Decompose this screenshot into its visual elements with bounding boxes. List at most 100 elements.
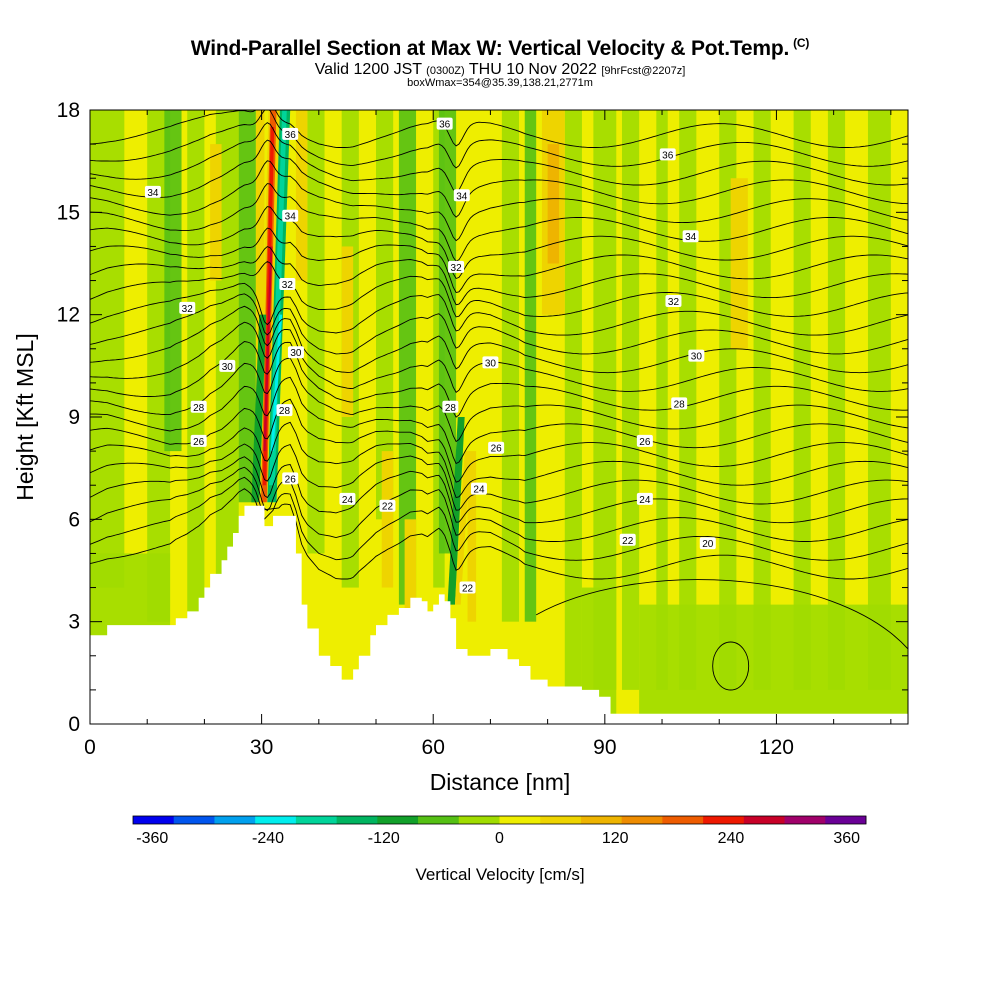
colorbar-swatch xyxy=(377,816,419,824)
colorbar-swatch xyxy=(173,816,215,824)
chart-subtitle: Valid 1200 JST (0300Z) THU 10 Nov 2022 [… xyxy=(0,61,1000,79)
isentrope-line xyxy=(90,456,908,524)
x-tick-label: 90 xyxy=(593,736,616,759)
isentrope-label-text: 22 xyxy=(382,502,394,513)
isentrope-label-text: 28 xyxy=(674,399,686,410)
isentrope-label-bg xyxy=(282,127,299,140)
isentrope-label: 32 xyxy=(665,295,682,308)
isentrope-label: 34 xyxy=(682,230,699,243)
isentrope-label-text: 20 xyxy=(702,539,714,550)
velocity-band xyxy=(730,178,748,349)
velocity-band xyxy=(656,110,668,690)
isentrope-line xyxy=(90,206,908,280)
isentrope-label-bg xyxy=(190,434,207,447)
velocity-band xyxy=(467,451,477,622)
x-tick-label: 60 xyxy=(422,736,445,759)
isentrope-label-text: 34 xyxy=(147,188,159,199)
velocity-band xyxy=(524,110,537,622)
isentrope-line xyxy=(90,466,908,542)
velocity-band xyxy=(679,110,697,690)
contour-labels: 34 32 30 28 26 36 34 32 30 28 26 24 22 36 34 32 30 28 26 24… xyxy=(144,117,716,595)
isentrope-label-text: 26 xyxy=(639,437,651,448)
isentrope-label-bg xyxy=(287,346,304,359)
isentrope-label-text: 34 xyxy=(685,232,697,243)
isentrope-line xyxy=(90,421,908,499)
isentrope-label: 32 xyxy=(279,277,296,291)
isentrope-label: 28 xyxy=(671,397,688,410)
colorbar-tick-label: 0 xyxy=(495,830,504,847)
isentrope-label-bg xyxy=(636,434,653,447)
isentrope-label-bg xyxy=(688,349,705,362)
isentrope-label-bg xyxy=(179,301,196,314)
isentrope-line xyxy=(90,341,908,418)
isentrope-label-text: 28 xyxy=(279,406,291,417)
velocity-band xyxy=(404,519,417,622)
velocity-band xyxy=(593,110,617,690)
copyright-mark: (C) xyxy=(793,36,810,50)
box-info: boxWmax=354@35.39,138.21,2771m xyxy=(407,77,593,89)
velocity-band xyxy=(187,110,205,622)
isentrope-label: 22 xyxy=(459,581,476,595)
x-tick-label: 0 xyxy=(84,736,96,759)
isentrope-label-bg xyxy=(442,400,459,413)
isentrope-label-bg xyxy=(682,230,699,243)
x-tick-label: 120 xyxy=(759,736,794,759)
colorbar-tick-label: -360 xyxy=(136,830,168,847)
isentrope-line xyxy=(535,579,908,650)
updraft-core xyxy=(454,451,471,605)
isentrope-label-text: 36 xyxy=(285,130,297,141)
isentrope-label: 26 xyxy=(636,434,653,448)
isentrope-label-bg xyxy=(459,581,476,594)
isentrope-label: 22 xyxy=(619,533,636,547)
isentrope-label: 36 xyxy=(282,127,299,141)
colorbar-swatch xyxy=(580,816,623,824)
velocity-band xyxy=(295,110,308,281)
y-tick-label: 3 xyxy=(68,611,80,634)
velocity-band xyxy=(341,246,354,417)
isentrope-line xyxy=(90,476,908,561)
isentrope-label-bg xyxy=(282,209,299,222)
colorbar-swatch xyxy=(499,816,541,824)
isentrope-label-text: 30 xyxy=(485,358,497,369)
isentrope-label-text: 26 xyxy=(285,474,297,485)
isentrope-label-bg xyxy=(279,277,296,290)
isentrope-label-bg xyxy=(339,492,356,505)
colorbar-swatch xyxy=(703,816,745,824)
isentrope-label: 26 xyxy=(488,441,505,455)
isentrope-label: 34 xyxy=(282,209,299,223)
isentrope-label-bg xyxy=(671,397,688,410)
isentrope-label-text: 32 xyxy=(282,280,294,291)
updraft-core xyxy=(263,246,273,452)
y-tick-label: 6 xyxy=(68,508,80,531)
chart-title: Wind-Parallel Section at Max W: Vertical… xyxy=(190,36,810,60)
isentrope-label-bg xyxy=(276,404,293,417)
isentrope-label-bg xyxy=(436,117,453,130)
isentrope-line xyxy=(90,110,908,169)
isentrope-line xyxy=(90,398,908,483)
isentrope-label-text: 36 xyxy=(662,150,674,161)
velocity-band xyxy=(164,110,182,452)
colorbar-swatch xyxy=(784,816,826,824)
isentrope-label-text: 28 xyxy=(193,403,205,414)
isentrope-label-bg xyxy=(699,537,716,550)
isentrope-label: 28 xyxy=(190,400,207,414)
isentrope-label-bg xyxy=(219,359,236,372)
colorbar-tick-label: -240 xyxy=(252,830,284,847)
colorbar-tick-label: 120 xyxy=(602,830,629,847)
x-tick-label: 30 xyxy=(250,736,273,759)
isentrope-label: 26 xyxy=(282,472,299,485)
velocity-band xyxy=(564,110,582,690)
downdraft-core xyxy=(269,110,287,486)
isentrope-label-text: 24 xyxy=(473,485,485,496)
y-tick-label: 0 xyxy=(68,713,80,736)
isentrope-label-text: 36 xyxy=(439,120,451,131)
isentrope-label: 36 xyxy=(659,148,676,161)
colorbar-swatch xyxy=(662,816,704,824)
isentrope-line xyxy=(90,357,908,443)
isentrope-label: 30 xyxy=(287,346,304,359)
colorbar-swatch xyxy=(743,816,785,824)
potential-temperature-contours xyxy=(90,110,908,691)
colorbar-swatch xyxy=(255,816,297,824)
valid-time: Valid 1200 JST xyxy=(314,61,422,78)
colorbar-tick-label: -120 xyxy=(368,830,400,847)
